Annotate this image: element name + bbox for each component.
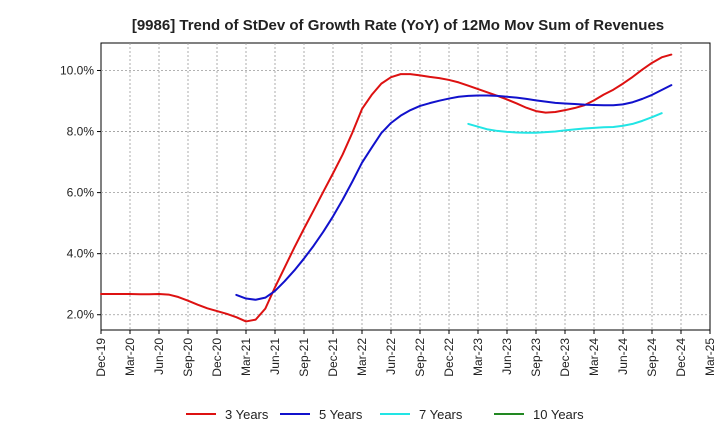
- chart-title: [9986] Trend of StDev of Growth Rate (Yo…: [132, 17, 664, 34]
- legend-label: 3 Years: [225, 407, 269, 422]
- legend: 3 Years 5 Years 7 Years 10 Years: [186, 407, 584, 422]
- y-axis: 2.0% 4.0% 6.0% 8.0% 10.0%: [60, 63, 101, 322]
- series-line-3-years: [100, 53, 673, 323]
- y-tick-label: 10.0%: [60, 63, 94, 77]
- x-tick-label: Mar-22: [355, 338, 369, 376]
- x-tick-label: Mar-24: [587, 338, 601, 376]
- x-tick-label: Dec-22: [442, 338, 456, 377]
- x-tick-label: Dec-19: [94, 338, 108, 377]
- x-tick-label: Jun-20: [152, 338, 166, 375]
- x-tick-label: Mar-25: [703, 338, 717, 376]
- x-tick-label: Sep-20: [181, 338, 195, 377]
- x-tick-label: Jun-21: [268, 338, 282, 375]
- y-tick-label: 4.0%: [67, 247, 95, 261]
- x-tick-label: Mar-23: [471, 338, 485, 376]
- y-tick-label: 8.0%: [67, 125, 95, 139]
- series-line-7-years: [467, 112, 663, 134]
- series-lines: [100, 53, 673, 323]
- y-tick-label: 2.0%: [67, 308, 95, 322]
- x-tick-label: Jun-23: [500, 338, 514, 375]
- series-line-5-years: [235, 84, 673, 301]
- legend-label: 10 Years: [533, 407, 584, 422]
- x-tick-label: Dec-20: [210, 338, 224, 377]
- x-tick-label: Sep-22: [413, 338, 427, 377]
- grid: [101, 43, 710, 330]
- x-tick-label: Mar-21: [239, 338, 253, 376]
- x-tick-label: Jun-24: [616, 338, 630, 375]
- y-tick-label: 6.0%: [67, 186, 95, 200]
- x-tick-label: Sep-24: [645, 338, 659, 377]
- x-tick-label: Jun-22: [384, 338, 398, 375]
- x-tick-label: Dec-21: [326, 338, 340, 377]
- x-tick-label: Sep-23: [529, 338, 543, 377]
- plot-area: [100, 42, 711, 331]
- legend-label: 7 Years: [419, 407, 463, 422]
- legend-label: 5 Years: [319, 407, 363, 422]
- x-tick-label: Mar-20: [123, 338, 137, 376]
- x-tick-label: Sep-21: [297, 338, 311, 377]
- x-tick-label: Dec-24: [674, 338, 688, 377]
- x-tick-label: Dec-23: [558, 338, 572, 377]
- x-axis: Dec-19 Mar-20 Jun-20 Sep-20 Dec-20 Mar-21 Jun-…: [94, 330, 717, 377]
